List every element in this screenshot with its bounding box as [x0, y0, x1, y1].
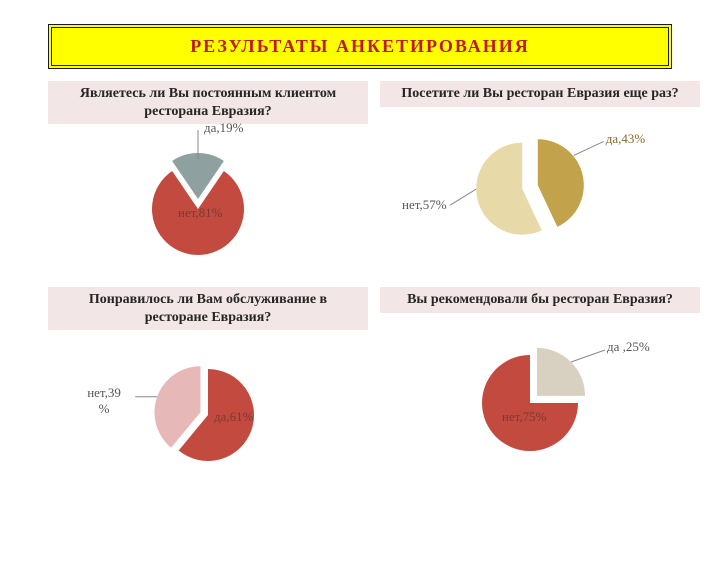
pie-q4 — [380, 313, 700, 463]
question-q2: Посетите ли Вы ресторан Евразия еще раз? — [380, 81, 700, 107]
pie-q1 — [48, 124, 368, 274]
label-q4-yes: да ,25% — [607, 339, 650, 355]
label-q1-no: нет,81% — [178, 205, 223, 221]
label-q1-yes: да,19% — [204, 120, 243, 136]
label-q2-yes: да,43% — [606, 131, 645, 147]
page-title: РЕЗУЛЬТАТЫ АНКЕТИРОВАНИЯ — [48, 24, 672, 69]
label-q2-no: нет,57% — [402, 197, 447, 213]
panel-q2: Посетите ли Вы ресторан Евразия еще раз?… — [380, 81, 700, 257]
question-q1: Являетесь ли Вы постоянным клиентом рест… — [48, 81, 368, 124]
chart-q3: да,61% нет,39% — [48, 330, 368, 480]
chart-q1: да,19% нет,81% — [48, 124, 368, 274]
question-q4: Вы рекомендовали бы ресторан Евразия? — [380, 287, 700, 313]
chart-q4: да ,25% нет,75% — [380, 313, 700, 463]
label-q3-yes: да,61% — [214, 409, 253, 425]
question-q3: Понравилось ли Вам обслуживание в рестор… — [48, 287, 368, 330]
panel-q3: Понравилось ли Вам обслуживание в рестор… — [48, 287, 368, 480]
chart-q2: да,43% нет,57% — [380, 107, 700, 257]
panel-q1: Являетесь ли Вы постоянным клиентом рест… — [48, 81, 368, 274]
label-q4-no: нет,75% — [502, 409, 547, 425]
pie-q2 — [380, 107, 700, 257]
panel-q4: Вы рекомендовали бы ресторан Евразия? да… — [380, 287, 700, 463]
charts-grid: Являетесь ли Вы постоянным клиентом рест… — [0, 69, 720, 529]
page-title-text: РЕЗУЛЬТАТЫ АНКЕТИРОВАНИЯ — [190, 36, 530, 56]
label-q3-no: нет,39% — [87, 385, 121, 417]
